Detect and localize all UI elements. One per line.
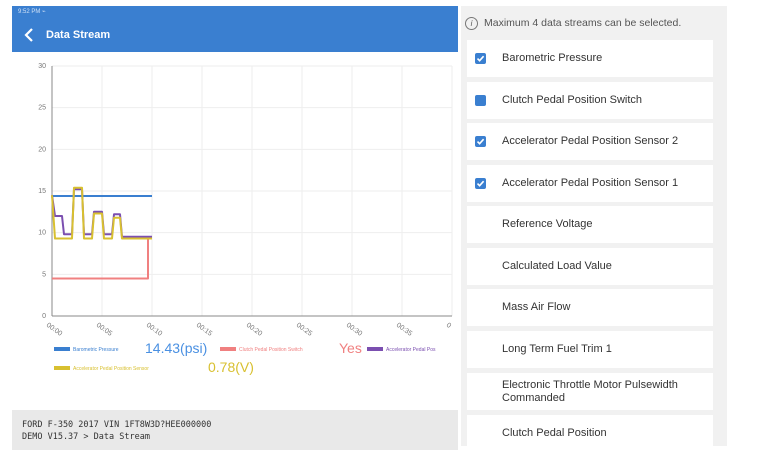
stream-row[interactable]: Electronic Throttle Motor Pulsewidth Com… xyxy=(467,373,713,410)
stream-label: Clutch Pedal Position xyxy=(502,427,607,439)
back-button[interactable] xyxy=(18,24,40,46)
stream-label: Electronic Throttle Motor Pulsewidth Com… xyxy=(502,378,678,404)
legend-swatch xyxy=(220,347,236,351)
check-icon xyxy=(476,180,485,187)
legend-value: Yes xyxy=(339,340,362,356)
x-tick-label: 0 xyxy=(445,322,452,330)
checkbox-unchecked[interactable] xyxy=(475,219,486,230)
page-title: Data Stream xyxy=(46,29,111,41)
x-tick-label: 00:10 xyxy=(145,322,163,338)
legend-swatch xyxy=(367,347,383,351)
stream-label: Accelerator Pedal Position Sensor 1 xyxy=(502,177,679,189)
breadcrumb: DEMO V15.37 > Data Stream xyxy=(22,432,150,442)
x-tick-label: 00:05 xyxy=(95,322,113,338)
x-tick-label: 00:00 xyxy=(45,322,63,338)
y-tick-label: 25 xyxy=(38,105,46,112)
stream-row[interactable]: Clutch Pedal Position Switch xyxy=(467,82,713,119)
status-bar: 9:52 PM ⌁ xyxy=(12,6,458,18)
vehicle-info-footer: FORD F-350 2017 VIN 1FT8W3D?HEE000000 DE… xyxy=(12,410,458,450)
checkbox-unchecked[interactable] xyxy=(475,344,486,355)
stream-row[interactable]: Clutch Pedal Position xyxy=(467,415,713,452)
checkbox-unchecked[interactable] xyxy=(475,428,486,439)
line-chart: 0 5 10 15 20 25 30 00:00 00:05 00:10 00:15 00:20 00:… xyxy=(38,63,453,375)
chevron-left-icon xyxy=(24,28,33,42)
legend-name: Clutch Pedal Position Switch xyxy=(239,347,303,353)
legend-value: 0.78(V) xyxy=(208,359,254,375)
stream-label: Reference Voltage xyxy=(502,218,593,230)
stream-row[interactable]: Long Term Fuel Trim 1 xyxy=(467,331,713,368)
y-tick-label: 10 xyxy=(38,230,46,237)
legend-name: Accelerator Pedal Position Sensor xyxy=(73,366,149,372)
checkbox-unchecked[interactable] xyxy=(475,386,486,397)
x-tick-label: 00:30 xyxy=(345,322,363,338)
check-icon xyxy=(476,55,485,62)
stream-row[interactable]: Accelerator Pedal Position Sensor 1 xyxy=(467,165,713,202)
vehicle-info-line: FORD F-350 2017 VIN 1FT8W3D?HEE000000 xyxy=(22,420,212,430)
stream-selection-panel: i Maximum 4 data streams can be selected… xyxy=(461,6,727,452)
notice-text: Maximum 4 data streams can be selected. xyxy=(484,17,682,29)
stream-label: Barometric Pressure xyxy=(502,52,603,64)
stream-label: Mass Air Flow xyxy=(502,301,571,313)
app-header: Data Stream xyxy=(12,18,458,52)
selection-notice: i Maximum 4 data streams can be selected… xyxy=(461,6,727,40)
checkbox-checked[interactable] xyxy=(475,178,486,189)
y-tick-label: 15 xyxy=(38,188,46,195)
stream-label: Calculated Load Value xyxy=(502,260,612,272)
y-tick-label: 0 xyxy=(42,313,46,320)
x-tick-label: 00:25 xyxy=(295,322,313,338)
x-tick-label: 00:20 xyxy=(245,322,263,338)
legend-name: Barometric Pressure xyxy=(73,347,119,353)
stream-row[interactable]: Reference Voltage xyxy=(467,206,713,243)
stream-label: Long Term Fuel Trim 1 xyxy=(502,343,612,355)
checkbox-checked[interactable] xyxy=(475,53,486,64)
legend-name: Accelerator Pedal Pos xyxy=(386,347,436,353)
legend-swatch xyxy=(54,347,70,351)
checkbox-checked[interactable] xyxy=(475,95,486,106)
legend-value: 14.43(psi) xyxy=(145,340,207,356)
stream-row[interactable]: Accelerator Pedal Position Sensor 2 xyxy=(467,123,713,160)
checkbox-checked[interactable] xyxy=(475,136,486,147)
stream-label: Accelerator Pedal Position Sensor 2 xyxy=(502,135,679,147)
check-icon xyxy=(476,138,485,145)
stream-row[interactable]: Mass Air Flow xyxy=(467,289,713,326)
legend-swatch xyxy=(54,366,70,370)
checkbox-unchecked[interactable] xyxy=(475,302,486,313)
data-stream-chart: 0 5 10 15 20 25 30 00:00 00:05 00:10 00:15 00:20 00:… xyxy=(12,52,458,410)
checkbox-unchecked[interactable] xyxy=(475,261,486,272)
stream-row[interactable]: Calculated Load Value xyxy=(467,248,713,285)
y-tick-label: 5 xyxy=(42,271,46,278)
y-tick-label: 20 xyxy=(38,146,46,153)
stream-row[interactable]: Barometric Pressure xyxy=(467,40,713,77)
info-icon: i xyxy=(465,16,478,30)
stream-label: Clutch Pedal Position Switch xyxy=(502,94,643,106)
data-stream-panel: 9:52 PM ⌁ Data Stream 0 5 10 15 20 25 30 00:00 0… xyxy=(12,6,458,450)
series-line xyxy=(51,186,152,240)
x-tick-label: 00:15 xyxy=(195,322,213,338)
y-tick-label: 30 xyxy=(38,63,46,70)
x-tick-label: 00:35 xyxy=(395,322,413,338)
